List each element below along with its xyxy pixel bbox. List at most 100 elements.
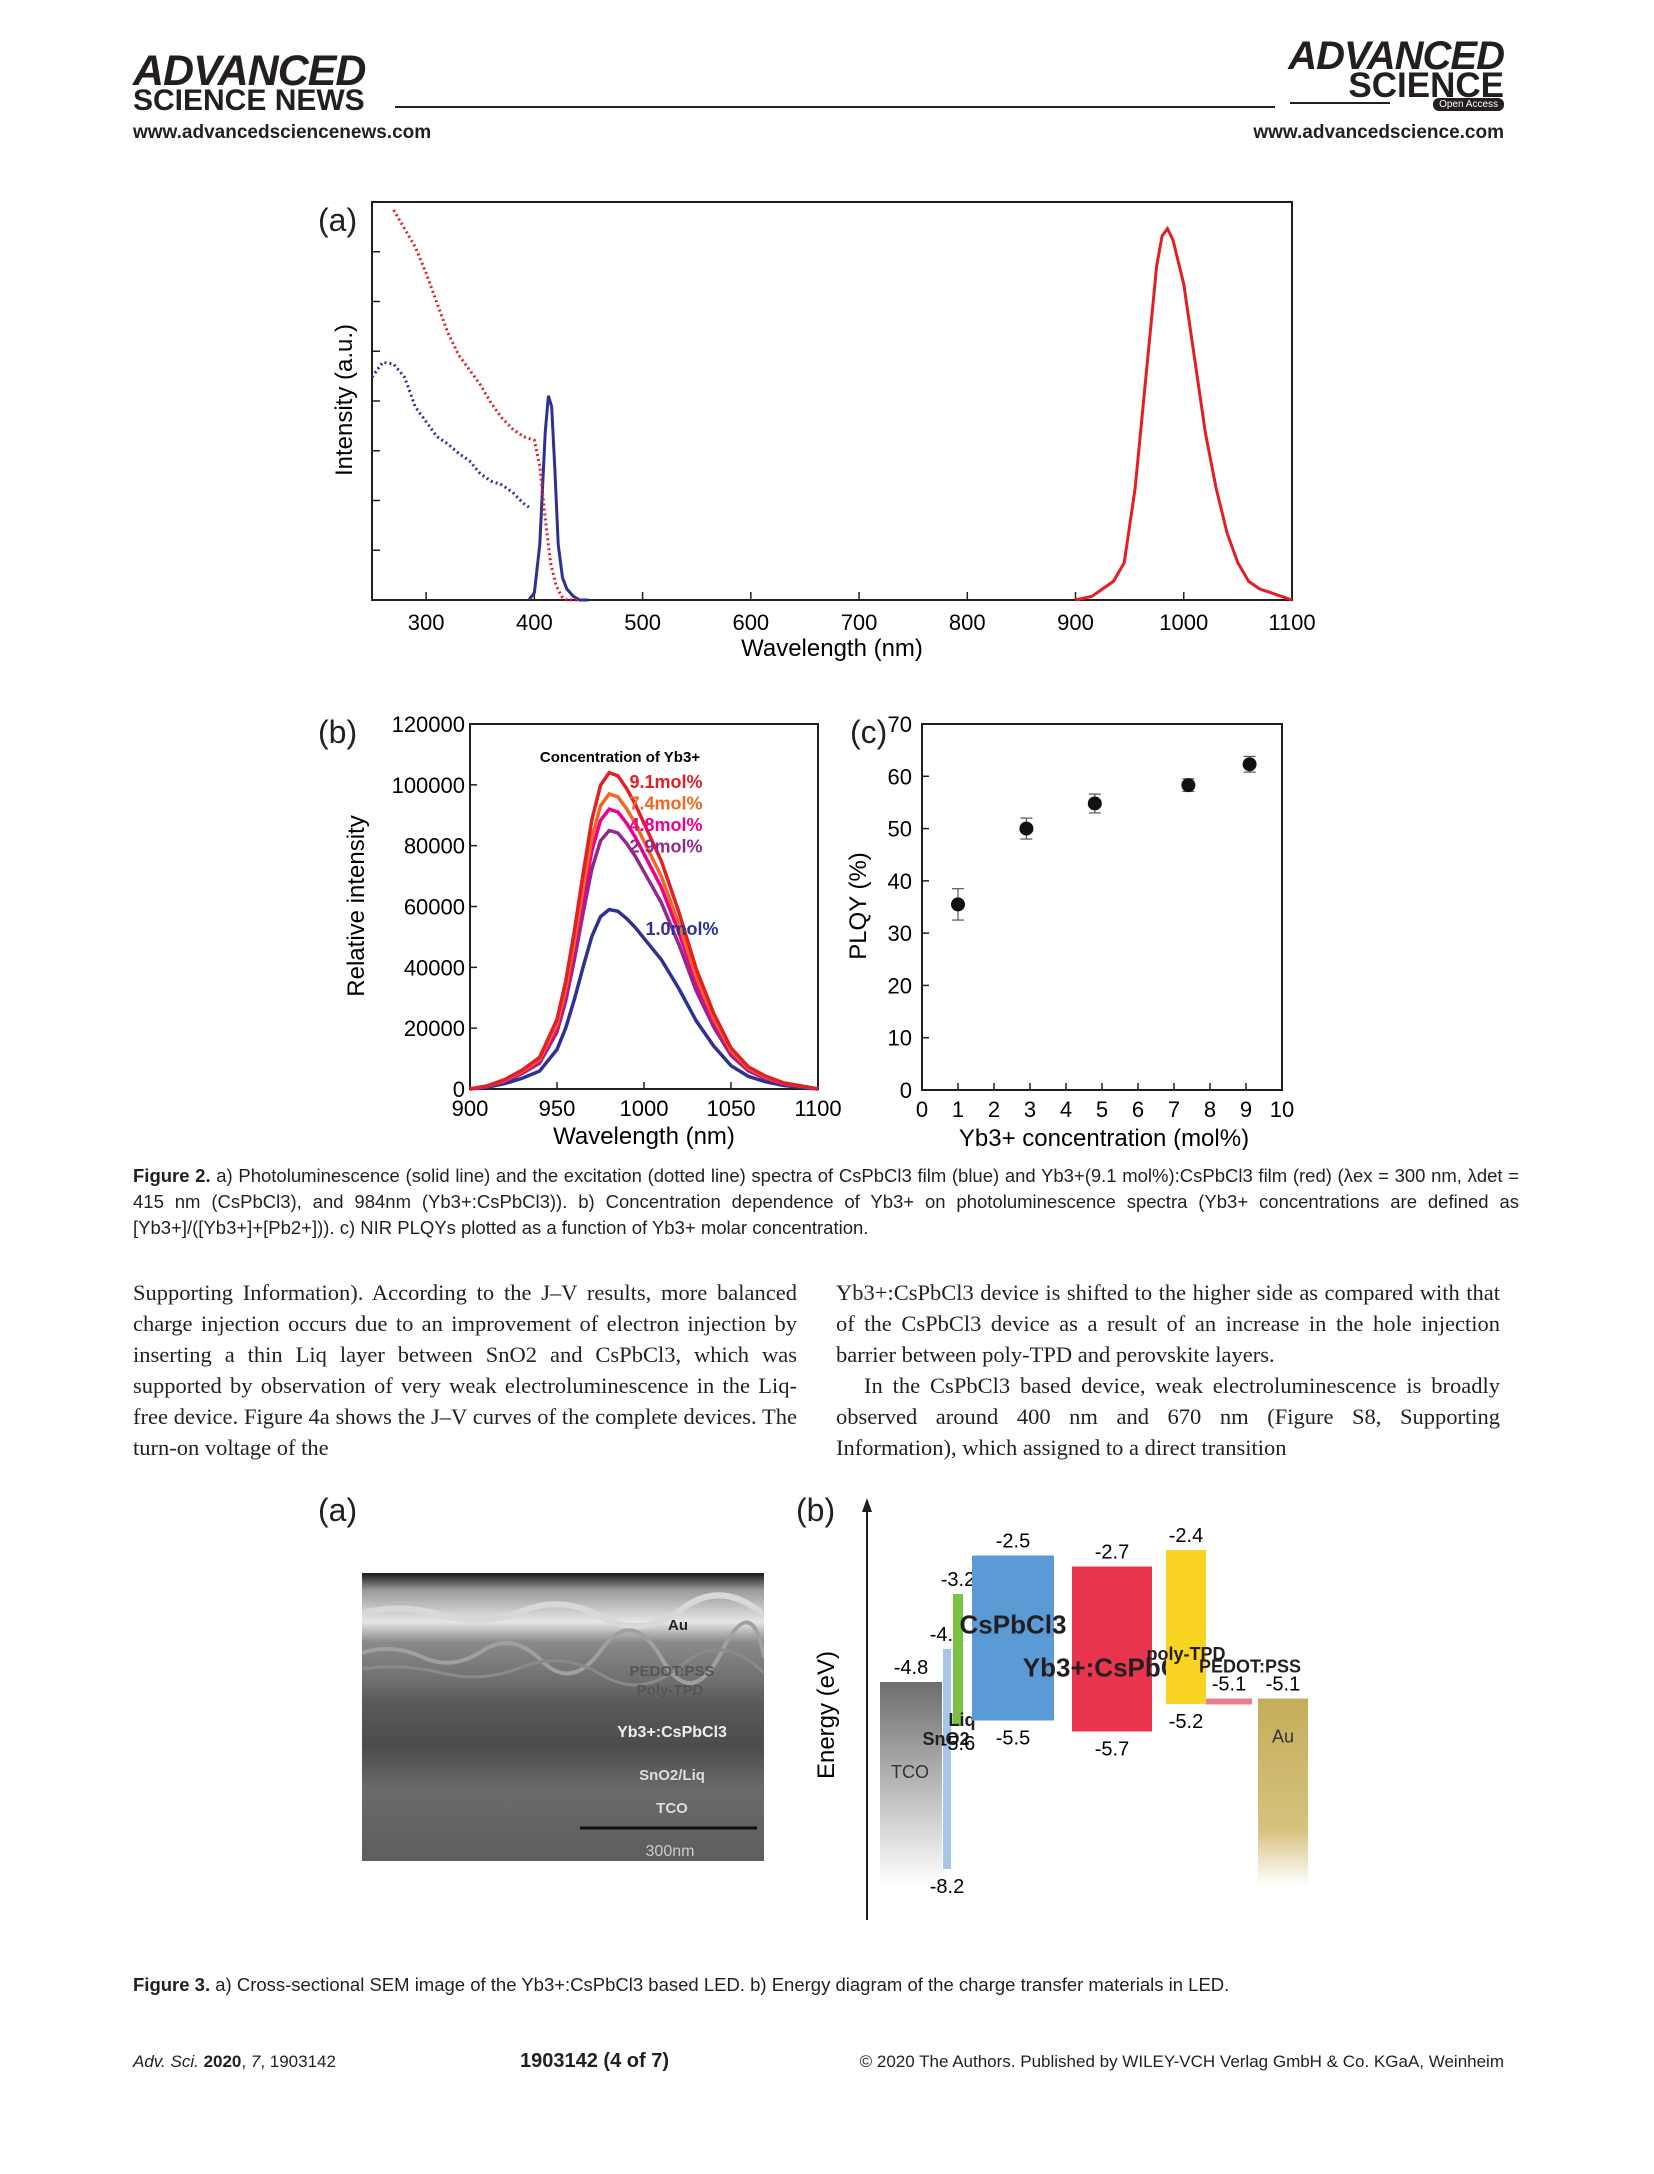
sem-au-texture: [362, 1592, 764, 1630]
fig3a-panel-label: (a): [318, 1492, 358, 1528]
fig2b-x-tick-label: 950: [539, 1096, 576, 1121]
sem-image: Au PEDOT:PSS Poly-TPD Yb3+:CsPbCl3 SnO2/…: [362, 1573, 764, 1861]
fig2a-series-1-line: [370, 360, 530, 509]
energy-layer-7: [1258, 1698, 1308, 1885]
energy-layer-name-5: poly-TPD: [1147, 1644, 1226, 1664]
energy-layer-top-value-6: -5.1: [1212, 1674, 1246, 1696]
fig2a-x-tick-label: 500: [624, 610, 661, 635]
energy-layer-name-1: SnO2: [922, 1729, 969, 1749]
sem-label-tco: TCO: [656, 1800, 688, 1817]
fig2b-y-axis-label: Relative intensity: [343, 815, 370, 996]
fig2b-legend-entry-2: 4.8mol%: [629, 815, 702, 835]
footer-citation: Adv. Sci. 2020, 7, 1903142: [133, 2052, 336, 2071]
figure-2a-chart: 300 400 500 600 700 800 900 1000 1100 Wavelength…: [331, 201, 1316, 662]
energy-layer-name-7: Au: [1272, 1727, 1294, 1747]
energy-layer-bottom-value-4: -5.7: [1095, 1739, 1129, 1761]
fig2b-y-tick-label: 0: [453, 1077, 465, 1102]
fig2c-y-tick-label: 10: [888, 1026, 912, 1051]
fig2c-x-tick-label: 7: [1168, 1097, 1180, 1122]
energy-layer-name-2: Liq: [949, 1710, 976, 1730]
fig2a-y-axis-label: Intensity (a.u.): [331, 324, 358, 476]
energy-axis-arrow: [862, 1498, 872, 1512]
fig2c-x-tick-label: 1: [952, 1097, 964, 1122]
energy-layer-0: [880, 1682, 942, 1885]
fig3b-panel-label: (b): [796, 1492, 836, 1528]
fig2b-panel-label: (b): [318, 714, 358, 750]
figure-3-caption-text: a) Cross-sectional SEM image of the Yb3+…: [215, 1974, 1230, 1995]
sem-label-pedot: PEDOT:PSS: [629, 1663, 714, 1680]
sem-label-perovskite: Yb3+:CsPbCl3: [617, 1724, 727, 1741]
fig2c-y-tick-label: 70: [888, 712, 912, 737]
fig2c-x-tick-label: 2: [988, 1097, 1000, 1122]
fig2b-x-tick-label: 1000: [620, 1096, 669, 1121]
fig2b-x-tick-label: 900: [452, 1096, 489, 1121]
energy-layer-2: [953, 1594, 963, 1726]
energy-layer-3: [972, 1555, 1054, 1721]
figure-2-caption: Figure 2. a) Photoluminescence (solid li…: [133, 1163, 1519, 1241]
fig2b-series-9.1mol%-line: [469, 770, 819, 1091]
fig2a-x-tick-label: 1000: [1159, 610, 1208, 635]
fig2b-legend-entry-3: 2.9mol%: [629, 837, 702, 857]
fig2c-x-tick-label: 3: [1024, 1097, 1036, 1122]
energy-layer-top-value-0: -4.8: [894, 1657, 928, 1679]
fig2a-x-tick-label: 600: [732, 610, 769, 635]
fig2b-legend-title: Concentration of Yb3+: [540, 749, 700, 766]
fig2b-y-tick-label: 80000: [404, 834, 465, 859]
energy-layer-top-value-5: -2.4: [1169, 1525, 1203, 1547]
fig2c-point-1: [1019, 821, 1034, 836]
energy-layer-bottom-value-1: -8.2: [930, 1876, 964, 1898]
fig2b-series-1.0mol%-line: [469, 907, 819, 1091]
fig2c-x-axis-label: Yb3+ concentration (mol%): [959, 1125, 1249, 1150]
fig2a-x-axis-label: Wavelength (nm): [741, 635, 923, 662]
fig2c-y-tick-label: 30: [888, 921, 912, 946]
fig2c-x-tick-label: 10: [1270, 1097, 1294, 1122]
energy-layer-name-6: PEDOT:PSS: [1199, 1657, 1301, 1677]
energy-layer-4: [1072, 1566, 1152, 1732]
fig2c-y-tick-label: 60: [888, 764, 912, 789]
fig2a-x-tick-label: 800: [949, 610, 986, 635]
header-url-left[interactable]: www.advancedsciencenews.com: [133, 122, 432, 143]
fig2c-y-tick-label: 20: [888, 973, 912, 998]
fig2c-point-3: [1181, 778, 1196, 793]
fig2b-y-tick-label: 40000: [404, 955, 465, 980]
fig2b-y-tick-label: 20000: [404, 1016, 465, 1041]
figure-3-caption-label: Figure 3.: [133, 1974, 211, 1995]
body-left-column: Supporting Information). According to th…: [133, 1280, 797, 1460]
fig2c-y-tick-label: 0: [900, 1078, 912, 1103]
header-rule-right: [1290, 102, 1390, 104]
fig2c-point-0: [951, 897, 965, 912]
fig2a-x-tick-label: 300: [408, 610, 445, 635]
energy-layer-5: [1166, 1550, 1206, 1704]
energy-layer-1: [943, 1649, 951, 1869]
energy-layer-name-3: CsPbCl3: [960, 1610, 1067, 1640]
fig2b-y-tick-label: 120000: [392, 712, 465, 737]
fig2b-x-tick-label: 1050: [707, 1096, 756, 1121]
energy-layer-top-value-3: -2.5: [996, 1531, 1030, 1553]
energy-layer-bottom-value-2: -5.6: [941, 1733, 975, 1755]
fig2b-series-2.9mol%-line: [469, 828, 819, 1091]
energy-layer-top-value-4: -2.7: [1095, 1542, 1129, 1564]
journal-logo-science-news: SCIENCE NEWS: [133, 84, 365, 117]
sem-image-background: [362, 1573, 764, 1861]
journal-logo-right-science: SCIENCE: [1348, 66, 1504, 105]
sem-label-au: Au: [668, 1617, 688, 1634]
footer-copyright: © 2020 The Authors. Published by WILEY-V…: [859, 2052, 1504, 2071]
figure-2b-chart: 900 950 1000 1050 1100 0 20000 40000 60000 80000 1…: [343, 712, 842, 1150]
fig2c-plot-frame: [921, 723, 1283, 1091]
sem-polytpd-texture: [362, 1648, 764, 1687]
fig2a-x-tick-label: 1100: [1268, 610, 1315, 635]
fig2c-x-tick-label: 5: [1096, 1097, 1108, 1122]
footer-year: 2020: [203, 2052, 242, 2071]
fig2c-y-tick-label: 50: [888, 817, 912, 842]
journal-logo-advanced: ADVANCED: [133, 47, 366, 95]
header-rule: [395, 106, 1275, 108]
footer-volume: 7: [250, 2052, 261, 2071]
fig2c-panel-label: (c): [850, 714, 888, 750]
fig2c-x-tick-label: 6: [1132, 1097, 1144, 1122]
fig2a-plot-frame: [371, 201, 1293, 601]
header-url-right[interactable]: www.advancedscience.com: [1253, 122, 1504, 143]
figure-2-caption-text: a) Photoluminescence (solid line) and th…: [133, 1165, 1520, 1238]
fig2a-panel-label: (a): [318, 202, 358, 238]
fig2b-legend-entry-4: 1.0mol%: [645, 919, 718, 939]
